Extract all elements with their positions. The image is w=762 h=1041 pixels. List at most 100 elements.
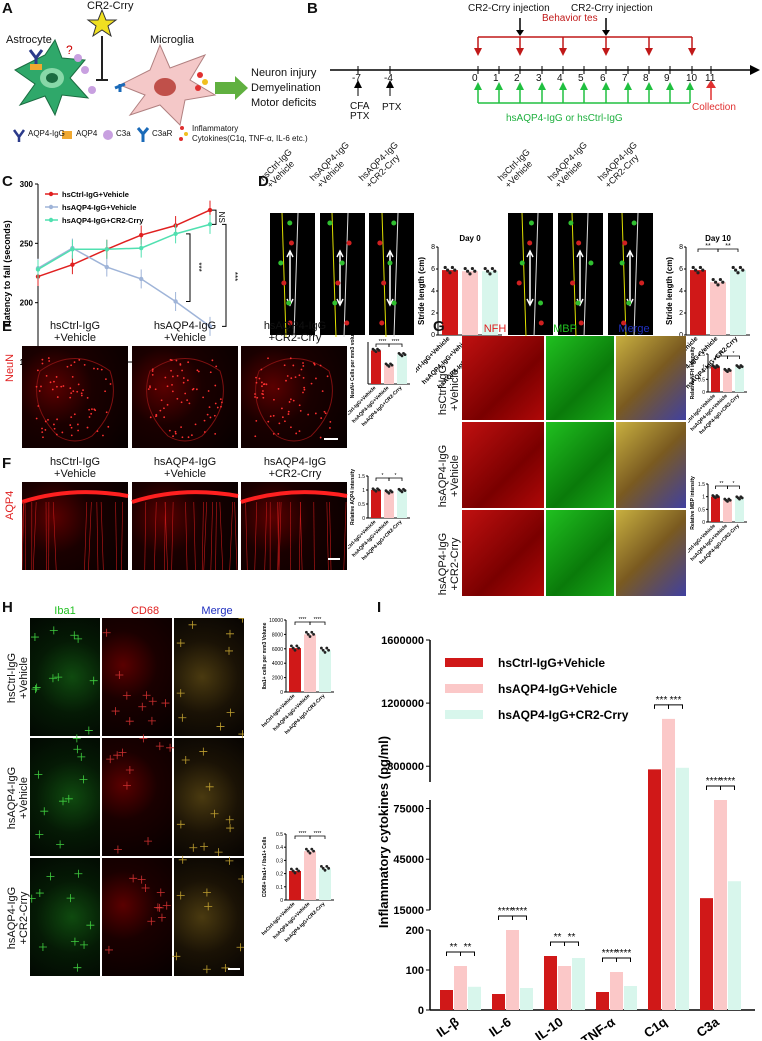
f-group-ctrl: hsCtrl-IgG +Vehicle <box>40 456 110 480</box>
bar-ytick-label: 0.2 <box>276 872 283 878</box>
g-mbp-header: MBP <box>553 323 577 335</box>
c-ytick-label: 200 <box>20 299 34 308</box>
f-ctrl-l1: hsCtrl-IgG <box>49 456 101 468</box>
outcome-demyelination: Demyelination <box>251 82 321 94</box>
c-data-point <box>104 247 110 252</box>
bar <box>442 270 458 335</box>
bar-ytick-label: 6 <box>431 266 435 273</box>
bar-dot <box>320 646 323 650</box>
h-ctrl-l1: hsCtrl-IgG <box>6 652 18 704</box>
i-category-label: IL-10 <box>532 1014 565 1040</box>
bar-dot <box>741 268 745 272</box>
timeline-tick-label: -4 <box>384 73 393 84</box>
aqp4-icon <box>62 131 72 139</box>
bar-sig-label: **** <box>379 339 387 345</box>
bar-sig-label: * <box>382 473 384 479</box>
timeline-tick-label: 11 <box>705 73 716 84</box>
bar-dot <box>691 265 695 270</box>
iba1-image-ctrl <box>30 618 100 736</box>
bar-dot <box>374 350 378 354</box>
i-ytick-label: 0 <box>418 1005 424 1017</box>
bar-dot <box>453 268 457 272</box>
bar-dot <box>711 277 715 282</box>
c-data-point <box>139 245 144 251</box>
i-ytick-label: 75000 <box>393 803 424 815</box>
bar-ytick-label: 0 <box>679 332 683 339</box>
g-cr2-l1: hsAQP4-IgG <box>437 532 449 596</box>
bar-dot <box>403 489 407 492</box>
c-data-point <box>70 262 75 267</box>
i-legend-swatch <box>445 658 483 667</box>
g-row-cr2: hsAQP4-IgG +CR2-Crry <box>437 524 461 604</box>
cd68-image-cr2 <box>102 858 172 976</box>
g-row-aqp4: hsAQP4-IgG +Vehicle <box>437 436 461 516</box>
c-data-point <box>70 247 75 252</box>
e-group-ctrl: hsCtrl-IgG +Vehicle <box>40 320 110 344</box>
f-aqp4-l1: hsAQP4-IgG <box>153 456 217 468</box>
g-nfh-header: NFH <box>483 323 507 335</box>
c-sig-day10: *** <box>230 272 239 281</box>
e-group-cr2: hsAQP4-IgG +CR2-Crry <box>255 320 335 344</box>
bar-dot <box>390 363 394 367</box>
bar-sig-label: * <box>733 351 735 357</box>
h-merge-header: Merge <box>201 605 233 617</box>
i-sig-label: **** <box>720 776 736 787</box>
bar-dot <box>701 268 705 272</box>
i-legend-entry: hsAQP4-IgG+Vehicle <box>498 682 617 696</box>
panel-label-h: H <box>2 599 13 616</box>
bar-dot <box>740 365 744 369</box>
bar-dot <box>310 847 314 851</box>
bar-dot <box>377 488 381 492</box>
behavior-arrow <box>688 48 696 56</box>
panel-b-timeline <box>330 18 760 104</box>
bar-ytick-label: 4 <box>679 288 683 295</box>
i-category-label: IL-6 <box>486 1014 514 1040</box>
i-ytick-label: 1600000 <box>381 635 424 647</box>
c-data-point <box>139 276 144 282</box>
bar-dot <box>738 497 741 501</box>
h-row-aqp4: hsAQP4-IgG +Vehicle <box>6 758 30 838</box>
bar-sig-label: * <box>733 481 735 487</box>
c-data-point <box>173 231 178 237</box>
microglia-overlay <box>30 618 244 974</box>
bar <box>711 496 720 522</box>
bar-sig-label: ** <box>705 243 711 250</box>
bar-dot <box>716 283 720 287</box>
timeline-tick-label: 10 <box>686 73 698 84</box>
h-ctrl-l2: +Vehicle <box>18 657 30 699</box>
bar-dot <box>306 849 310 853</box>
panel-label-c: C <box>2 173 13 190</box>
bar-ytick-label: 4 <box>431 288 435 295</box>
bar-dot <box>306 633 310 636</box>
i-ytick-label: 15000 <box>393 905 424 917</box>
bar-ytick-label: 0.4 <box>276 845 283 851</box>
e-aqp4-l1: hsAQP4-IgG <box>153 320 217 332</box>
bar-dot <box>325 646 329 650</box>
bar-dot <box>290 867 293 871</box>
neun-bar-chart: NeuN+ Cells per mm3 volumehsCtrl-IgG+Veh… <box>348 328 410 428</box>
outcome-list: Neuron injury Demyelination Motor defici… <box>251 66 321 111</box>
c-series-line <box>37 247 211 328</box>
c-data-point <box>207 222 213 227</box>
bar-ytick-label: 8 <box>679 244 683 251</box>
aqp4-igg-icon <box>12 129 26 142</box>
bar <box>735 497 744 522</box>
bar-ytick-label: 1.5 <box>698 352 705 358</box>
mbp-image-aqp4 <box>546 422 614 508</box>
igg-arrow <box>538 82 546 90</box>
gait-image-aqp4-day0 <box>320 213 365 335</box>
i-bar <box>454 966 467 1010</box>
bar-ytick-label: 1 <box>702 495 705 501</box>
microglia-cell <box>118 43 217 127</box>
h-aqp4-l1: hsAQP4-IgG <box>6 766 18 830</box>
h-aqp4-l2: +Vehicle <box>18 777 30 819</box>
panel-label-i: I <box>377 599 382 616</box>
behavior-arrow <box>559 48 567 56</box>
h-row-cr2: hsAQP4-IgG +CR2-Crry <box>6 878 30 958</box>
c-data-point <box>207 207 213 213</box>
g-ctrl-l2: +Vehicle <box>449 369 461 411</box>
legend-aqp4: AQP4 <box>76 129 98 138</box>
outcome-motor-deficits: Motor deficits <box>251 97 317 109</box>
i-sig-label: ** <box>554 932 562 943</box>
